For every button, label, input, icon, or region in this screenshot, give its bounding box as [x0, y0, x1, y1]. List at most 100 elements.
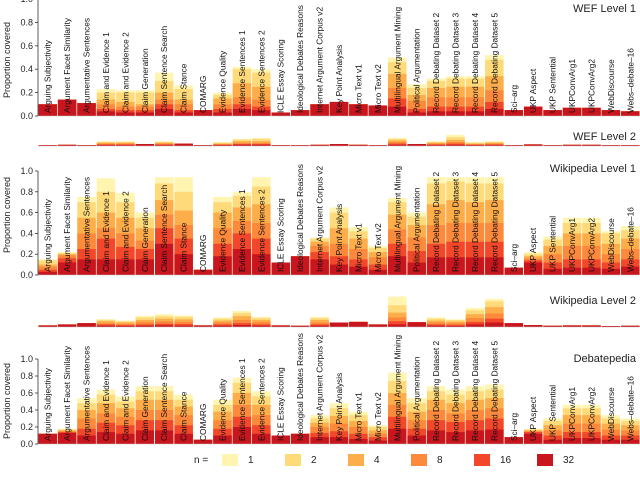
bar-segment: [349, 438, 368, 444]
bar-segment: [271, 145, 290, 146]
bar-segment: [252, 144, 271, 146]
bar-segment: [562, 107, 582, 116]
bar-segment: [38, 104, 57, 116]
category-label: Claim Sentence Search: [159, 353, 169, 441]
category-label: Claim and Evidence 1: [101, 32, 111, 113]
bar-segment: [582, 325, 601, 327]
bar-segment: [523, 144, 543, 146]
y-axis-title: Proportion covered: [2, 363, 12, 439]
category-label: UKP Sentential: [548, 385, 558, 441]
bar-segment: [271, 262, 290, 275]
category-label: Arguing Subjectivity: [43, 198, 53, 272]
category-label: Claim and Evidence 2: [120, 360, 130, 441]
bar-segment: [77, 145, 96, 146]
legend-label: 2: [311, 455, 317, 466]
bar-segment: [388, 428, 407, 444]
bar-segment: [213, 145, 232, 146]
bar-segment: [465, 111, 485, 116]
bar-segment: [213, 325, 232, 327]
bar-segment: [446, 324, 465, 327]
bar-segment: [601, 326, 621, 327]
bar-segment: [96, 145, 116, 146]
bar-segment: [252, 325, 271, 327]
bar-segment: [407, 435, 426, 444]
bar-segment: [621, 325, 640, 327]
category-label: WebDiscourse: [606, 387, 616, 441]
bar-segment: [426, 325, 446, 327]
bar-segment: [116, 326, 135, 327]
category-label: Micro Text v2: [373, 223, 383, 272]
bar-segment: [523, 262, 543, 275]
bar-segment: [562, 325, 582, 327]
bar-segment: [621, 266, 640, 275]
bar-segment: [621, 145, 640, 146]
bar-segment: [504, 323, 523, 327]
bar-segment: [116, 325, 135, 327]
category-label: Evidence Sentences 2: [256, 189, 266, 272]
bar-segment: [290, 145, 310, 146]
bar-segment: [601, 439, 621, 444]
category-label: Ideological Debates Reasons: [295, 5, 305, 113]
bar-segment: [174, 254, 193, 275]
bar-segment: [310, 325, 329, 327]
bar-segment: [174, 324, 193, 327]
category-label: Micro Text v2: [373, 64, 383, 113]
legend-swatch: [285, 454, 301, 466]
bar-segment: [96, 325, 116, 327]
bar-segment: [349, 144, 368, 146]
y-tick-label: 0.8: [20, 187, 33, 197]
category-label: Arguing Subjectivity: [43, 39, 53, 113]
category-label: Evidence Sentences 1: [237, 189, 247, 272]
category-label: Evidence Quality: [217, 50, 227, 113]
bar-segment: [77, 435, 96, 444]
bar-segment: [155, 108, 174, 116]
panel-background: [38, 128, 640, 150]
bar-segment: [426, 145, 446, 146]
bar-segment: [135, 112, 155, 116]
bar-segment: [426, 111, 446, 116]
bar-segment: [446, 432, 465, 444]
category-label: Argumentative Sentences: [82, 177, 92, 272]
category-label: Argumentative Sentences: [82, 346, 92, 441]
legend-label: 32: [563, 455, 575, 466]
category-label: Argumentative Sentences: [82, 18, 92, 113]
bar-segment: [310, 144, 329, 146]
category-label: UKPConvArg2: [586, 387, 596, 441]
category-label: Evidence Quality: [217, 209, 227, 272]
bar-segment: [446, 144, 465, 146]
bar-segment: [232, 144, 252, 146]
bar-segment: [96, 259, 116, 275]
bar-segment: [329, 101, 349, 116]
bar-segment: [290, 433, 310, 444]
category-label: Claim and Evidence 1: [101, 360, 111, 441]
bar-segment: [329, 322, 349, 327]
bar-segment: [407, 144, 426, 146]
category-label: Arguing Subjectivity: [43, 367, 53, 441]
bar-segment: [77, 103, 96, 116]
category-label: Record Debating Dataset 4: [470, 13, 480, 113]
category-label: Record Debating Dataset 5: [489, 172, 499, 272]
bar-segment: [504, 110, 523, 116]
category-label: WebDiscourse: [606, 59, 616, 113]
bar-segment: [504, 437, 523, 444]
y-tick-label: 0.0: [20, 270, 33, 280]
bar-segment: [213, 112, 232, 116]
legend-label: 8: [437, 455, 443, 466]
category-label: ICLE Essay Scoring: [276, 367, 286, 441]
legend-label: 4: [374, 455, 380, 466]
bar-segment: [582, 267, 601, 275]
category-label: Evidence Sentences 1: [237, 358, 247, 441]
bar-segment: [232, 249, 252, 275]
bar-segment: [465, 145, 485, 146]
category-label: Claim Sentence Search: [159, 184, 169, 272]
bar-segment: [329, 437, 349, 444]
bar-segment: [368, 145, 388, 146]
bar-segment: [38, 145, 57, 146]
bar-segment: [543, 268, 562, 275]
bar-segment: [426, 257, 446, 275]
category-label: Key Point Analysis: [334, 373, 344, 441]
category-label: Key Point Analysis: [334, 204, 344, 272]
category-label: COMARG: [198, 76, 208, 113]
bar-segment: [562, 438, 582, 444]
